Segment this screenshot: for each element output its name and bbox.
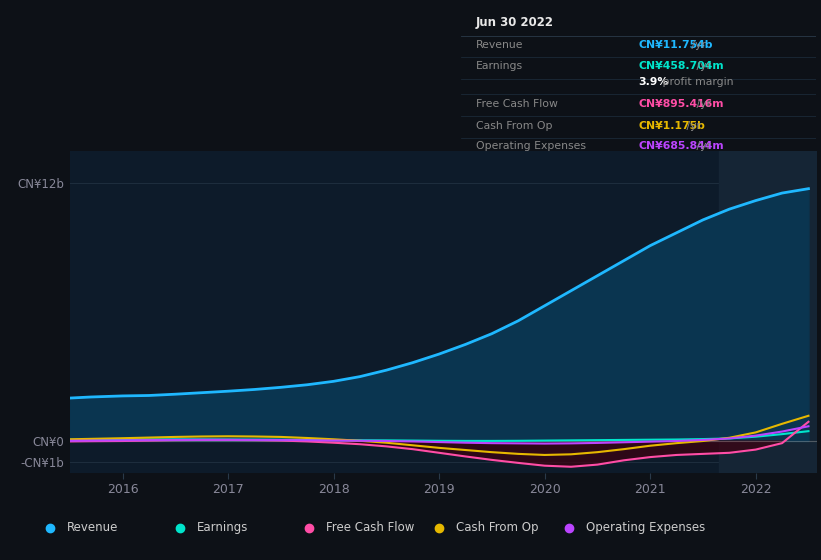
Text: /yr: /yr	[694, 61, 711, 71]
Text: Earnings: Earnings	[196, 521, 248, 534]
Text: CN¥11.754b: CN¥11.754b	[639, 40, 713, 50]
Text: /yr: /yr	[688, 40, 706, 50]
Text: CN¥458.704m: CN¥458.704m	[639, 61, 724, 71]
Text: Jun 30 2022: Jun 30 2022	[475, 16, 553, 30]
Text: 3.9%: 3.9%	[639, 77, 669, 87]
Text: /yr: /yr	[694, 141, 711, 151]
Text: Revenue: Revenue	[475, 40, 523, 50]
Text: Revenue: Revenue	[67, 521, 118, 534]
Text: CN¥685.844m: CN¥685.844m	[639, 141, 724, 151]
Text: Free Cash Flow: Free Cash Flow	[326, 521, 415, 534]
Text: Cash From Op: Cash From Op	[456, 521, 539, 534]
Text: CN¥895.416m: CN¥895.416m	[639, 99, 724, 109]
Text: Cash From Op: Cash From Op	[475, 120, 552, 130]
Bar	[718, 151, 817, 473]
Text: profit margin: profit margin	[658, 77, 733, 87]
Text: /yr: /yr	[683, 120, 701, 130]
Text: Earnings: Earnings	[475, 61, 523, 71]
Text: CN¥1.175b: CN¥1.175b	[639, 120, 705, 130]
Text: Operating Expenses: Operating Expenses	[475, 141, 585, 151]
Text: Operating Expenses: Operating Expenses	[585, 521, 705, 534]
Text: /yr: /yr	[694, 99, 711, 109]
Text: Free Cash Flow: Free Cash Flow	[475, 99, 557, 109]
